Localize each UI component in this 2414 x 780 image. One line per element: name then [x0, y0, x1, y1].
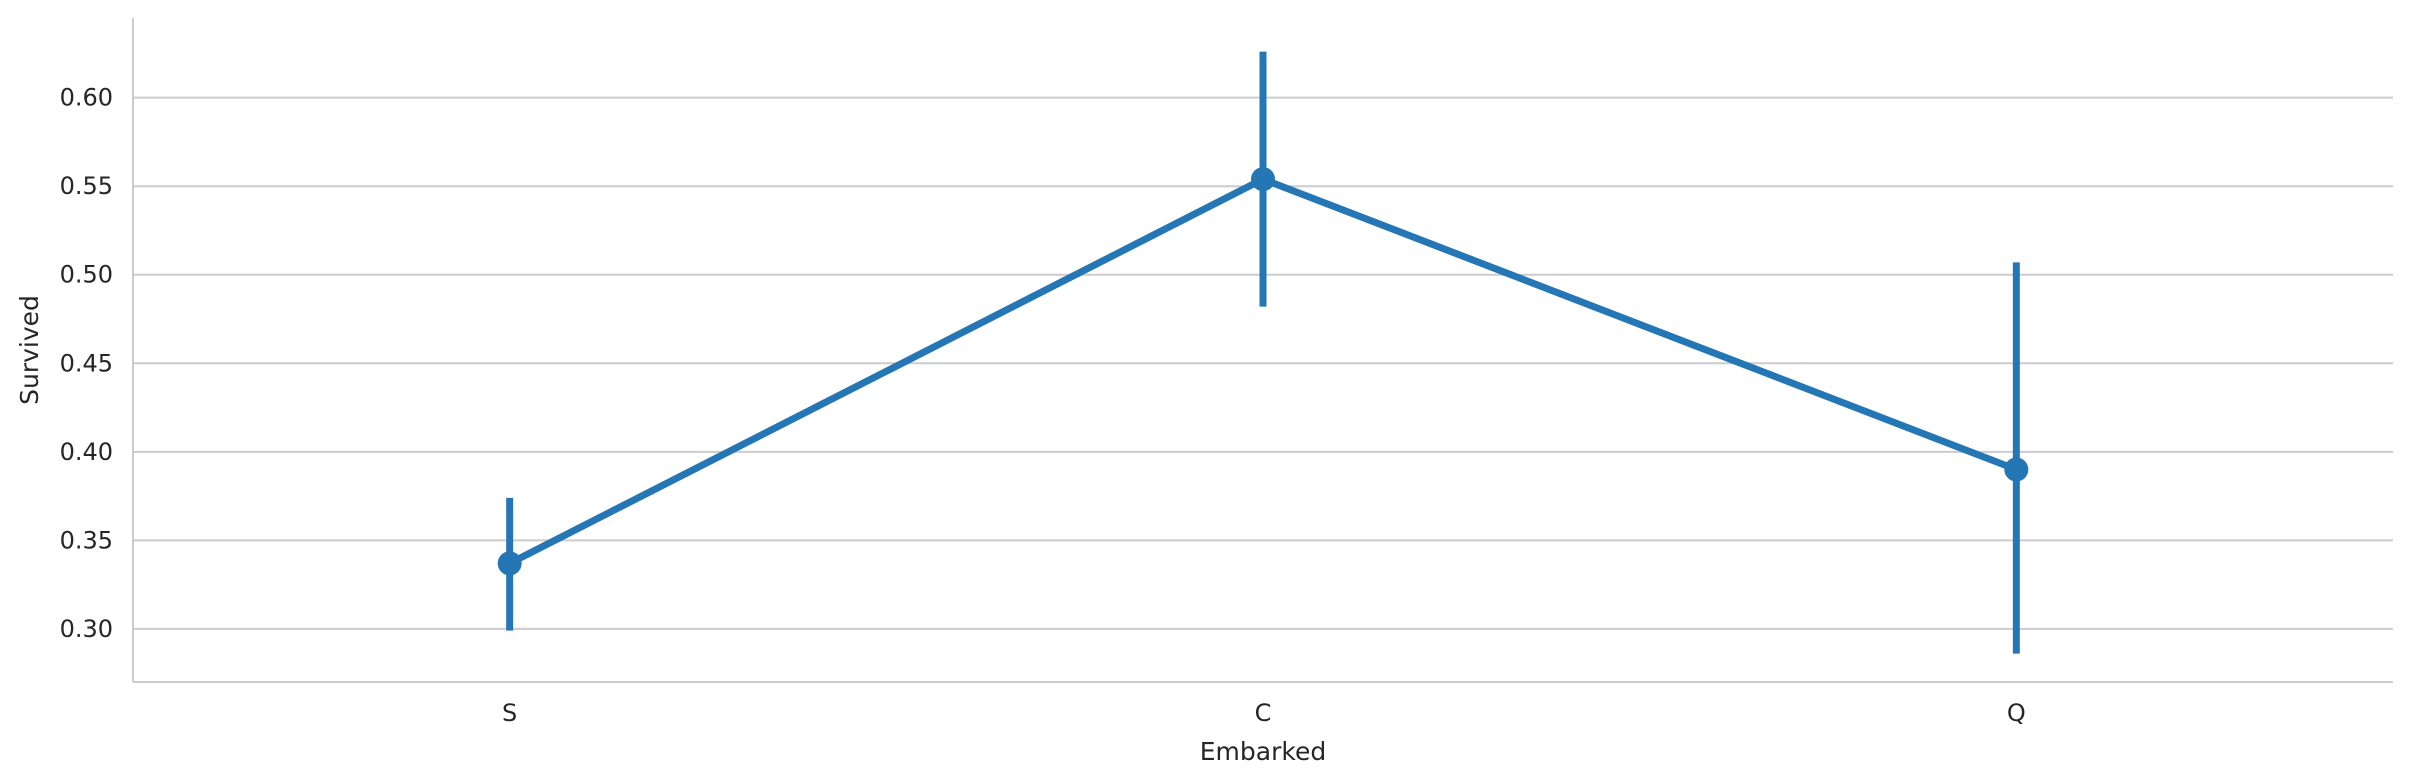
- y-tick-label: 0.50: [60, 261, 113, 289]
- point-q: [2004, 457, 2029, 482]
- series-survival: [497, 51, 2029, 654]
- y-tick-label: 0.40: [60, 438, 113, 466]
- x-tick-label-c: C: [1255, 699, 1272, 727]
- y-tick-label: 0.30: [60, 615, 113, 643]
- axis-spines: [132, 18, 2393, 683]
- x-tick-label-s: S: [502, 699, 517, 727]
- y-tick-label: 0.55: [60, 172, 113, 200]
- y-tick-label: 0.45: [60, 349, 113, 377]
- x-axis-label: Embarked: [1200, 737, 1326, 766]
- y-tick-label: 0.60: [60, 84, 113, 112]
- point-s: [497, 551, 522, 576]
- x-tick-label-q: Q: [2007, 699, 2026, 727]
- y-tick-label: 0.35: [60, 526, 113, 554]
- point-c: [1251, 167, 1275, 192]
- y-tick-labels: 0.30 0.35 0.40 0.45 0.50 0.55 0.60: [60, 84, 113, 643]
- y-axis-label: Survived: [15, 295, 44, 405]
